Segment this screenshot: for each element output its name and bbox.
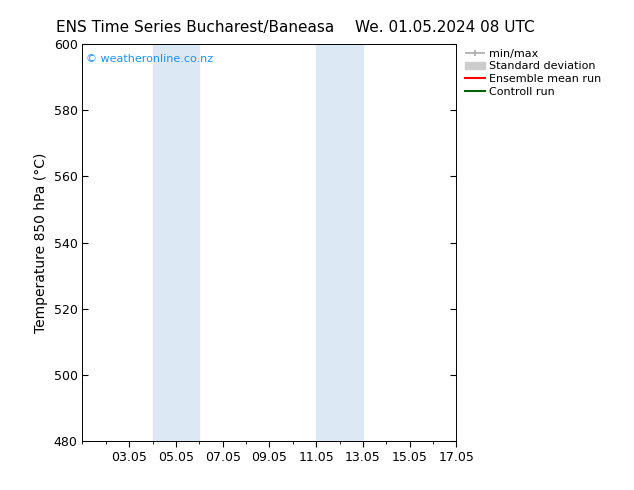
Text: ENS Time Series Bucharest/Baneasa: ENS Time Series Bucharest/Baneasa [56, 20, 333, 35]
Bar [153, 44, 199, 441]
Legend: min/max, Standard deviation, Ensemble mean run, Controll run: min/max, Standard deviation, Ensemble me… [460, 44, 606, 101]
Y-axis label: Temperature 850 hPa (°C): Temperature 850 hPa (°C) [34, 152, 48, 333]
Text: © weatheronline.co.nz: © weatheronline.co.nz [86, 54, 213, 64]
Text: We. 01.05.2024 08 UTC: We. 01.05.2024 08 UTC [355, 20, 534, 35]
Bar [316, 44, 363, 441]
